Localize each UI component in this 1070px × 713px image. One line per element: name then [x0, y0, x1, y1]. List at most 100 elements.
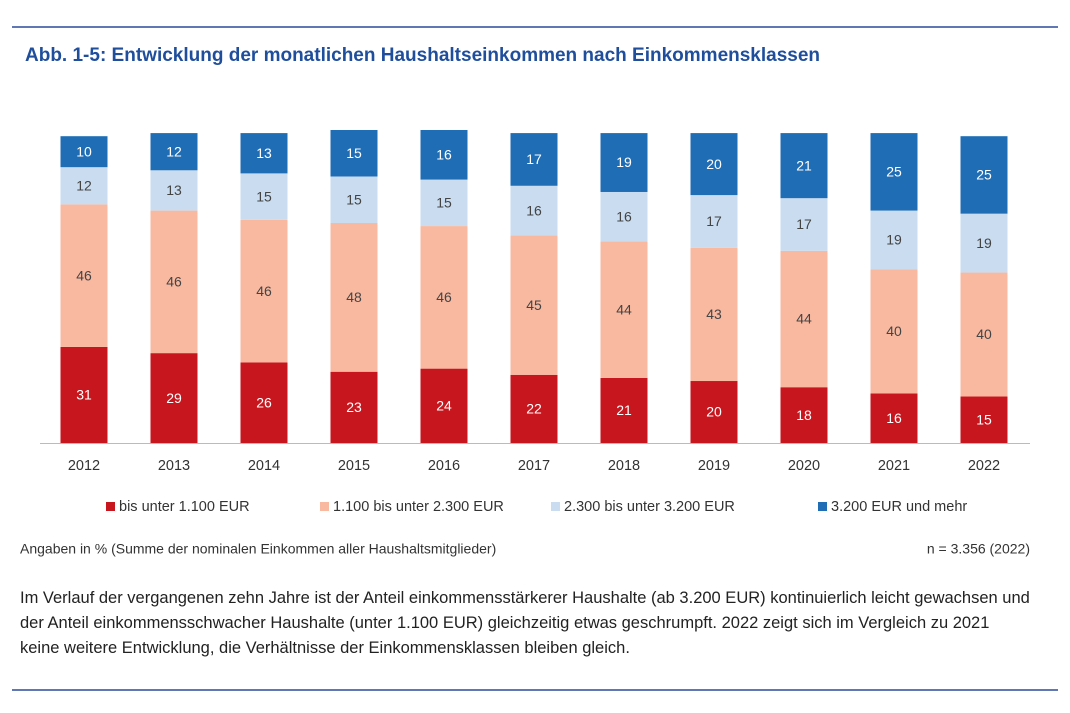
value-label: 25 — [976, 167, 992, 183]
value-label: 15 — [436, 195, 452, 211]
bar-segment — [150, 133, 198, 171]
bar-segment — [870, 269, 918, 394]
value-label: 20 — [706, 404, 722, 420]
bar-segment — [510, 133, 558, 186]
x-tick-label: 2015 — [338, 458, 370, 474]
value-label: 46 — [256, 283, 272, 299]
bar-segment — [510, 185, 558, 236]
value-label: 43 — [706, 306, 722, 322]
bar-segment — [330, 222, 378, 372]
value-label: 21 — [796, 157, 812, 173]
value-label: 13 — [166, 182, 182, 198]
value-label: 16 — [616, 208, 632, 224]
legend-label: bis unter 1.100 EUR — [119, 499, 250, 515]
value-label: 46 — [76, 267, 92, 283]
value-label: 48 — [346, 289, 362, 305]
bar-segment — [510, 235, 558, 375]
bar-segment — [600, 241, 648, 378]
bar-segment — [60, 204, 108, 347]
value-label: 23 — [346, 399, 362, 415]
bar-segment — [510, 374, 558, 443]
value-label: 19 — [886, 232, 902, 248]
bar-segment — [150, 353, 198, 443]
x-tick-label: 2021 — [878, 458, 910, 474]
x-tick-label: 2012 — [68, 458, 100, 474]
value-label: 45 — [526, 297, 542, 313]
value-label: 21 — [616, 402, 632, 418]
bar-segment — [420, 226, 468, 369]
value-label: 25 — [886, 164, 902, 180]
x-tick-label: 2017 — [518, 458, 550, 474]
bar-segment — [150, 210, 198, 354]
value-label: 13 — [256, 145, 272, 161]
legend-swatch — [320, 502, 329, 511]
bar-segment — [240, 133, 288, 174]
value-label: 20 — [706, 156, 722, 172]
value-label: 15 — [976, 411, 992, 427]
bar-segment — [690, 247, 738, 382]
x-tick-label: 2013 — [158, 458, 190, 474]
value-label: 16 — [886, 410, 902, 426]
legend-label: 2.300 bis unter 3.200 EUR — [564, 499, 735, 515]
bar-segment — [960, 272, 1008, 397]
bar-segment — [240, 173, 288, 220]
bar-segment — [420, 368, 468, 443]
value-label: 40 — [886, 323, 902, 339]
bar-segment — [780, 250, 828, 388]
x-tick-label: 2014 — [248, 458, 280, 474]
bar-segment — [600, 133, 648, 192]
x-tick-label: 2018 — [608, 458, 640, 474]
bar-segment — [600, 191, 648, 242]
value-label: 31 — [76, 387, 92, 403]
legend-swatch — [818, 502, 827, 511]
legend-label: 3.200 EUR und mehr — [831, 499, 967, 515]
bar-segment — [60, 136, 108, 168]
value-label: 46 — [436, 289, 452, 305]
value-label: 15 — [256, 188, 272, 204]
bar-segment — [60, 167, 108, 205]
bar-segment — [960, 396, 1008, 443]
bar-segment — [330, 176, 378, 223]
legend-swatch — [106, 502, 115, 511]
bar-segment — [690, 133, 738, 196]
value-label: 16 — [436, 146, 452, 162]
legend-label: 1.100 bis unter 2.300 EUR — [333, 499, 504, 515]
value-label: 12 — [76, 177, 92, 193]
bar-segment — [960, 213, 1008, 273]
bar-segment — [420, 179, 468, 227]
bar-segment — [240, 219, 288, 363]
bar-segment — [690, 195, 738, 248]
x-tick-label: 2016 — [428, 458, 460, 474]
value-label: 22 — [526, 401, 542, 417]
value-label: 17 — [706, 213, 722, 229]
bar-segment — [690, 381, 738, 443]
value-label: 46 — [166, 274, 182, 290]
x-tick-label: 2022 — [968, 458, 1000, 474]
bar-segment — [870, 393, 918, 443]
bar-segment — [870, 210, 918, 270]
note: Angaben in % (Summe der nominalen Einkom… — [20, 541, 496, 557]
bar-segment — [420, 130, 468, 180]
x-tick-label: 2019 — [698, 458, 730, 474]
value-label: 17 — [526, 151, 542, 167]
body-text: Im Verlauf der vergangenen zehn Jahre is… — [20, 589, 1030, 657]
value-label: 19 — [616, 154, 632, 170]
value-label: 19 — [976, 235, 992, 251]
value-label: 16 — [526, 202, 542, 218]
value-label: 12 — [166, 143, 182, 159]
sample-size: n = 3.356 (2022) — [927, 541, 1030, 557]
value-label: 29 — [166, 390, 182, 406]
bar-segment — [780, 133, 828, 199]
value-label: 15 — [346, 191, 362, 207]
x-tick-label: 2020 — [788, 458, 820, 474]
bar-segment — [150, 170, 198, 211]
bar-segment — [330, 130, 378, 177]
value-label: 44 — [796, 311, 812, 327]
bar-segment — [330, 371, 378, 443]
value-label: 10 — [76, 143, 92, 159]
value-label: 15 — [346, 145, 362, 161]
bar-segment — [870, 133, 918, 211]
legend-swatch — [551, 502, 560, 511]
